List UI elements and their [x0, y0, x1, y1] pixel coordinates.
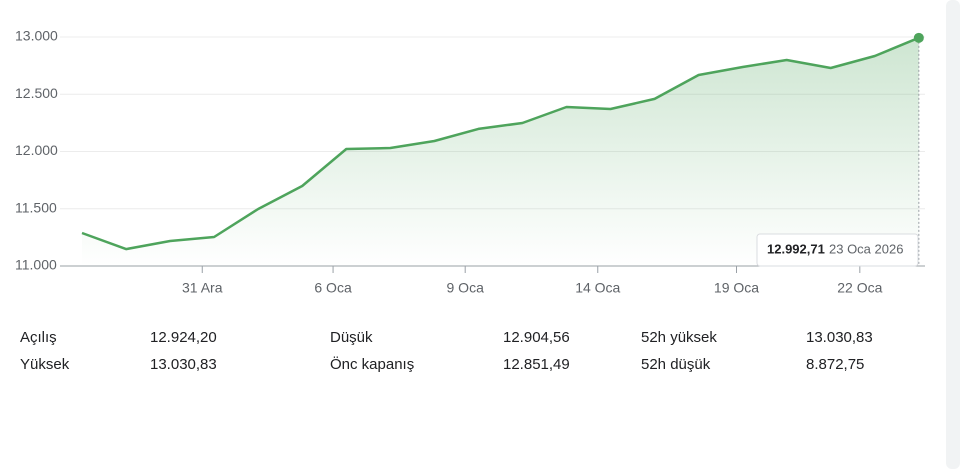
x-tick-label: 22 Oca [837, 280, 882, 296]
stat-label: 52h düşük [641, 356, 711, 373]
tooltip-date: 23 Oca 2026 [829, 241, 903, 256]
y-tick-label: 11.500 [15, 199, 57, 215]
stat-value: 12.924,20 [150, 329, 217, 346]
y-tick-label: 12.000 [15, 142, 58, 158]
tooltip-box [756, 233, 919, 267]
stat-value: 12.904,56 [503, 329, 570, 346]
y-tick-label: 11.000 [15, 257, 57, 273]
stat-label: Düşük [330, 329, 373, 346]
area-fill [82, 37, 919, 266]
x-tick-label: 6 Oca [314, 280, 352, 296]
x-tick-label: 9 Oca [447, 280, 485, 296]
stat-label: Yüksek [20, 356, 70, 373]
x-tick-label: 19 Oca [714, 280, 759, 296]
last-point [913, 32, 924, 43]
x-tick-label: 14 Oca [575, 280, 620, 296]
price-line [81, 36, 920, 251]
stat-value: 13.030,83 [806, 329, 873, 346]
stat-value: 13.030,83 [150, 356, 217, 373]
stat-value: 12.851,49 [503, 356, 570, 373]
stat-value: 8.872,75 [806, 356, 864, 373]
stat-label: Açılış [20, 329, 57, 346]
y-tick-label: 13.000 [15, 28, 58, 44]
x-tick-label: 31 Ara [182, 280, 223, 296]
stat-label: 52h yüksek [641, 329, 717, 346]
tooltip-value: 12.992,71 [767, 241, 825, 256]
y-tick-label: 12.500 [15, 85, 58, 101]
stat-label: Önc kapanış [330, 355, 414, 373]
side-panel [946, 0, 960, 469]
